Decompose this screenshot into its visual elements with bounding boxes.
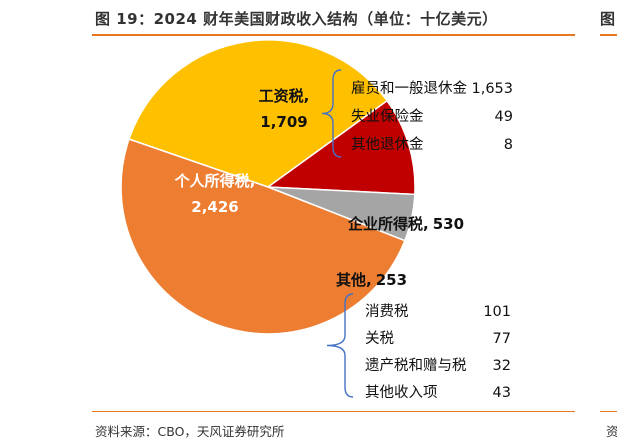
slice-label-individual-income-tax-value: 2,426 [191,198,238,216]
breakdown-item-payroll-tax-label: 雇员和一般退休金 [351,80,467,97]
breakdown-item-other-label: 关税 [365,330,394,347]
pie-slice-payroll-tax [128,39,389,188]
breakdown-item-other-value: 101 [483,304,511,320]
breakdown-item-other-label: 遗产税和赠与税 [365,357,467,374]
title-divider [92,34,575,36]
pie-slice-corporate-income-tax [265,99,416,196]
slice-label-corporate-income-tax-name: 企业所得税, [347,215,429,233]
adjacent-title-divider [600,34,617,36]
adjacent-footer-divider [600,411,617,412]
slice-label-other: 其他, 253 [336,271,407,289]
slice-label-payroll-tax-value: 1,709 [260,113,307,131]
breakdown-item-payroll-tax-label: 其他退休金 [351,136,424,153]
source-note: 资料来源：CBO，天风证券研究所 [95,424,285,439]
breakdown-item-other-value: 43 [493,385,511,401]
pie-slice-individual-income-tax [120,138,406,335]
slice-label-corporate-income-tax: 企业所得税, 530 [347,215,464,233]
slice-label-other-value: 253 [376,271,407,289]
figure-title: 图 19：2024 财年美国财政收入结构（单位：十亿美元） [95,10,498,28]
breakdown-bracket-payroll-tax [321,69,342,158]
breakdown-item-payroll-tax-value: 1,653 [471,81,513,97]
slice-label-corporate-income-tax-value: 530 [433,215,464,233]
footer-divider [92,411,575,412]
breakdown-bracket-other [326,293,354,398]
slice-label-payroll-tax-name: 工资税, [259,87,310,105]
adjacent-figure-title-fragment: 图 [600,10,616,28]
breakdown-item-payroll-tax-value: 8 [504,137,513,153]
adjacent-source-fragment: 资 [606,424,617,439]
slice-label-individual-income-tax-name: 个人所得税, [174,172,256,190]
breakdown-item-other-label: 其他收入项 [365,384,438,401]
slice-label-other-name: 其他, [336,271,372,289]
breakdown-item-payroll-tax-label: 失业保险金 [351,108,424,125]
breakdown-item-other-label: 消费税 [365,303,409,320]
breakdown-item-payroll-tax-value: 49 [495,109,513,125]
breakdown-item-other-value: 32 [493,358,511,374]
breakdown-item-other-value: 77 [493,331,511,347]
